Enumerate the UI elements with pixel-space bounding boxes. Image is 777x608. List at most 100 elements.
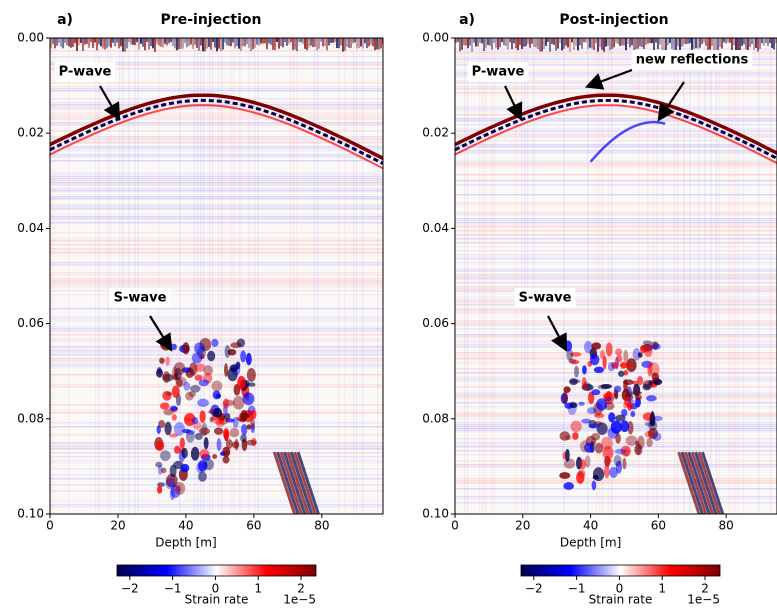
noise-column (218, 38, 220, 514)
y-tick-label: 0.06 (422, 316, 449, 330)
annotation-box (631, 50, 753, 70)
top-noise (525, 38, 527, 47)
top-noise (326, 38, 328, 51)
noise-column (134, 38, 136, 514)
colorbar (116, 564, 317, 577)
top-noise (473, 38, 475, 43)
noise-stripe (455, 220, 777, 222)
s-wave-blob (644, 344, 653, 358)
panel-label: a) (57, 12, 73, 28)
noise-stripe (50, 82, 383, 84)
s-wave-blob (650, 341, 660, 350)
noise-stripe (50, 62, 383, 64)
s-wave-blob (634, 444, 643, 456)
noise-stripe (50, 232, 383, 234)
top-noise (362, 38, 364, 49)
s-wave-blob (570, 360, 580, 365)
top-noise (763, 38, 765, 46)
top-noise (292, 38, 294, 51)
colorbar-scale: 1e−5 (283, 593, 316, 607)
annotation-box (514, 288, 576, 308)
noise-stripe (50, 284, 383, 286)
noise-stripe (50, 182, 383, 184)
noise-column (314, 38, 316, 514)
top-noise (254, 38, 256, 48)
s-wave-blob (594, 413, 605, 419)
noise-column (221, 38, 223, 514)
s-wave-blob (230, 342, 242, 349)
noise-stripe (455, 60, 777, 62)
annotation: S-wave (114, 291, 167, 306)
top-noise (238, 38, 240, 49)
top-noise (294, 38, 296, 50)
noise-stripe (50, 176, 383, 178)
top-noise (54, 38, 56, 49)
s-wave-blob (181, 428, 192, 434)
noise-stripe (50, 216, 383, 218)
top-noise (168, 38, 170, 44)
top-noise (717, 38, 719, 52)
annotation-box (54, 62, 116, 82)
colorbar-tick-label: 0 (616, 582, 624, 596)
annotation: new reflections (636, 53, 749, 68)
noise-column (257, 38, 259, 514)
s-wave-blob (587, 407, 597, 415)
top-noise (699, 38, 701, 48)
noise-stripe (455, 286, 777, 288)
noise-stripe (455, 134, 777, 136)
noise-stripe (50, 138, 383, 140)
noise-stripe (455, 82, 777, 84)
top-noise (184, 38, 186, 44)
top-noise (559, 38, 561, 44)
noise-stripe (50, 442, 383, 444)
x-tick-label: 60 (246, 519, 261, 533)
noise-column (527, 38, 529, 514)
noise-stripe (455, 128, 777, 130)
top-noise (272, 38, 274, 50)
p-wave-red-2 (50, 104, 383, 170)
noise-stripe (455, 344, 777, 346)
s-wave-blob (197, 460, 208, 472)
noise-stripe (455, 308, 777, 310)
s-wave-blob (229, 364, 238, 372)
noise-stripe (50, 86, 383, 88)
s-wave-blob (623, 369, 629, 376)
noise-stripe (455, 274, 777, 276)
top-noise (661, 38, 663, 52)
noise-column (179, 38, 181, 514)
noise-stripe (455, 322, 777, 324)
s-wave-blob (180, 463, 190, 473)
top-noise (88, 38, 90, 48)
top-noise (188, 38, 190, 46)
noise-column (344, 38, 346, 514)
noise-column (662, 38, 664, 514)
s-wave-blob (569, 378, 578, 386)
top-noise (52, 38, 54, 45)
top-noise (102, 38, 104, 49)
noise-stripe (455, 242, 777, 244)
s-wave-blob (615, 348, 623, 356)
top-noise (595, 38, 597, 44)
s-wave-blob (155, 440, 165, 451)
colorbar (520, 564, 721, 577)
top-noise (549, 38, 551, 52)
noise-stripe (50, 320, 383, 322)
s-wave-blob (189, 362, 198, 376)
top-noise (56, 38, 58, 46)
top-noise (623, 38, 625, 46)
noise-stripe (50, 434, 383, 436)
s-wave-blob (179, 437, 185, 449)
noise-stripe (50, 214, 383, 216)
noise-stripe (455, 412, 777, 414)
noise-stripe (50, 358, 383, 360)
noise-column (194, 38, 196, 514)
noise-stripe (455, 320, 777, 322)
top-noise (76, 38, 78, 51)
s-wave-blob (642, 383, 651, 391)
s-wave-blob (579, 459, 586, 470)
s-wave-blob (218, 416, 229, 425)
top-noise (767, 38, 769, 47)
noise-stripe (50, 446, 383, 448)
top-noise (246, 38, 248, 44)
